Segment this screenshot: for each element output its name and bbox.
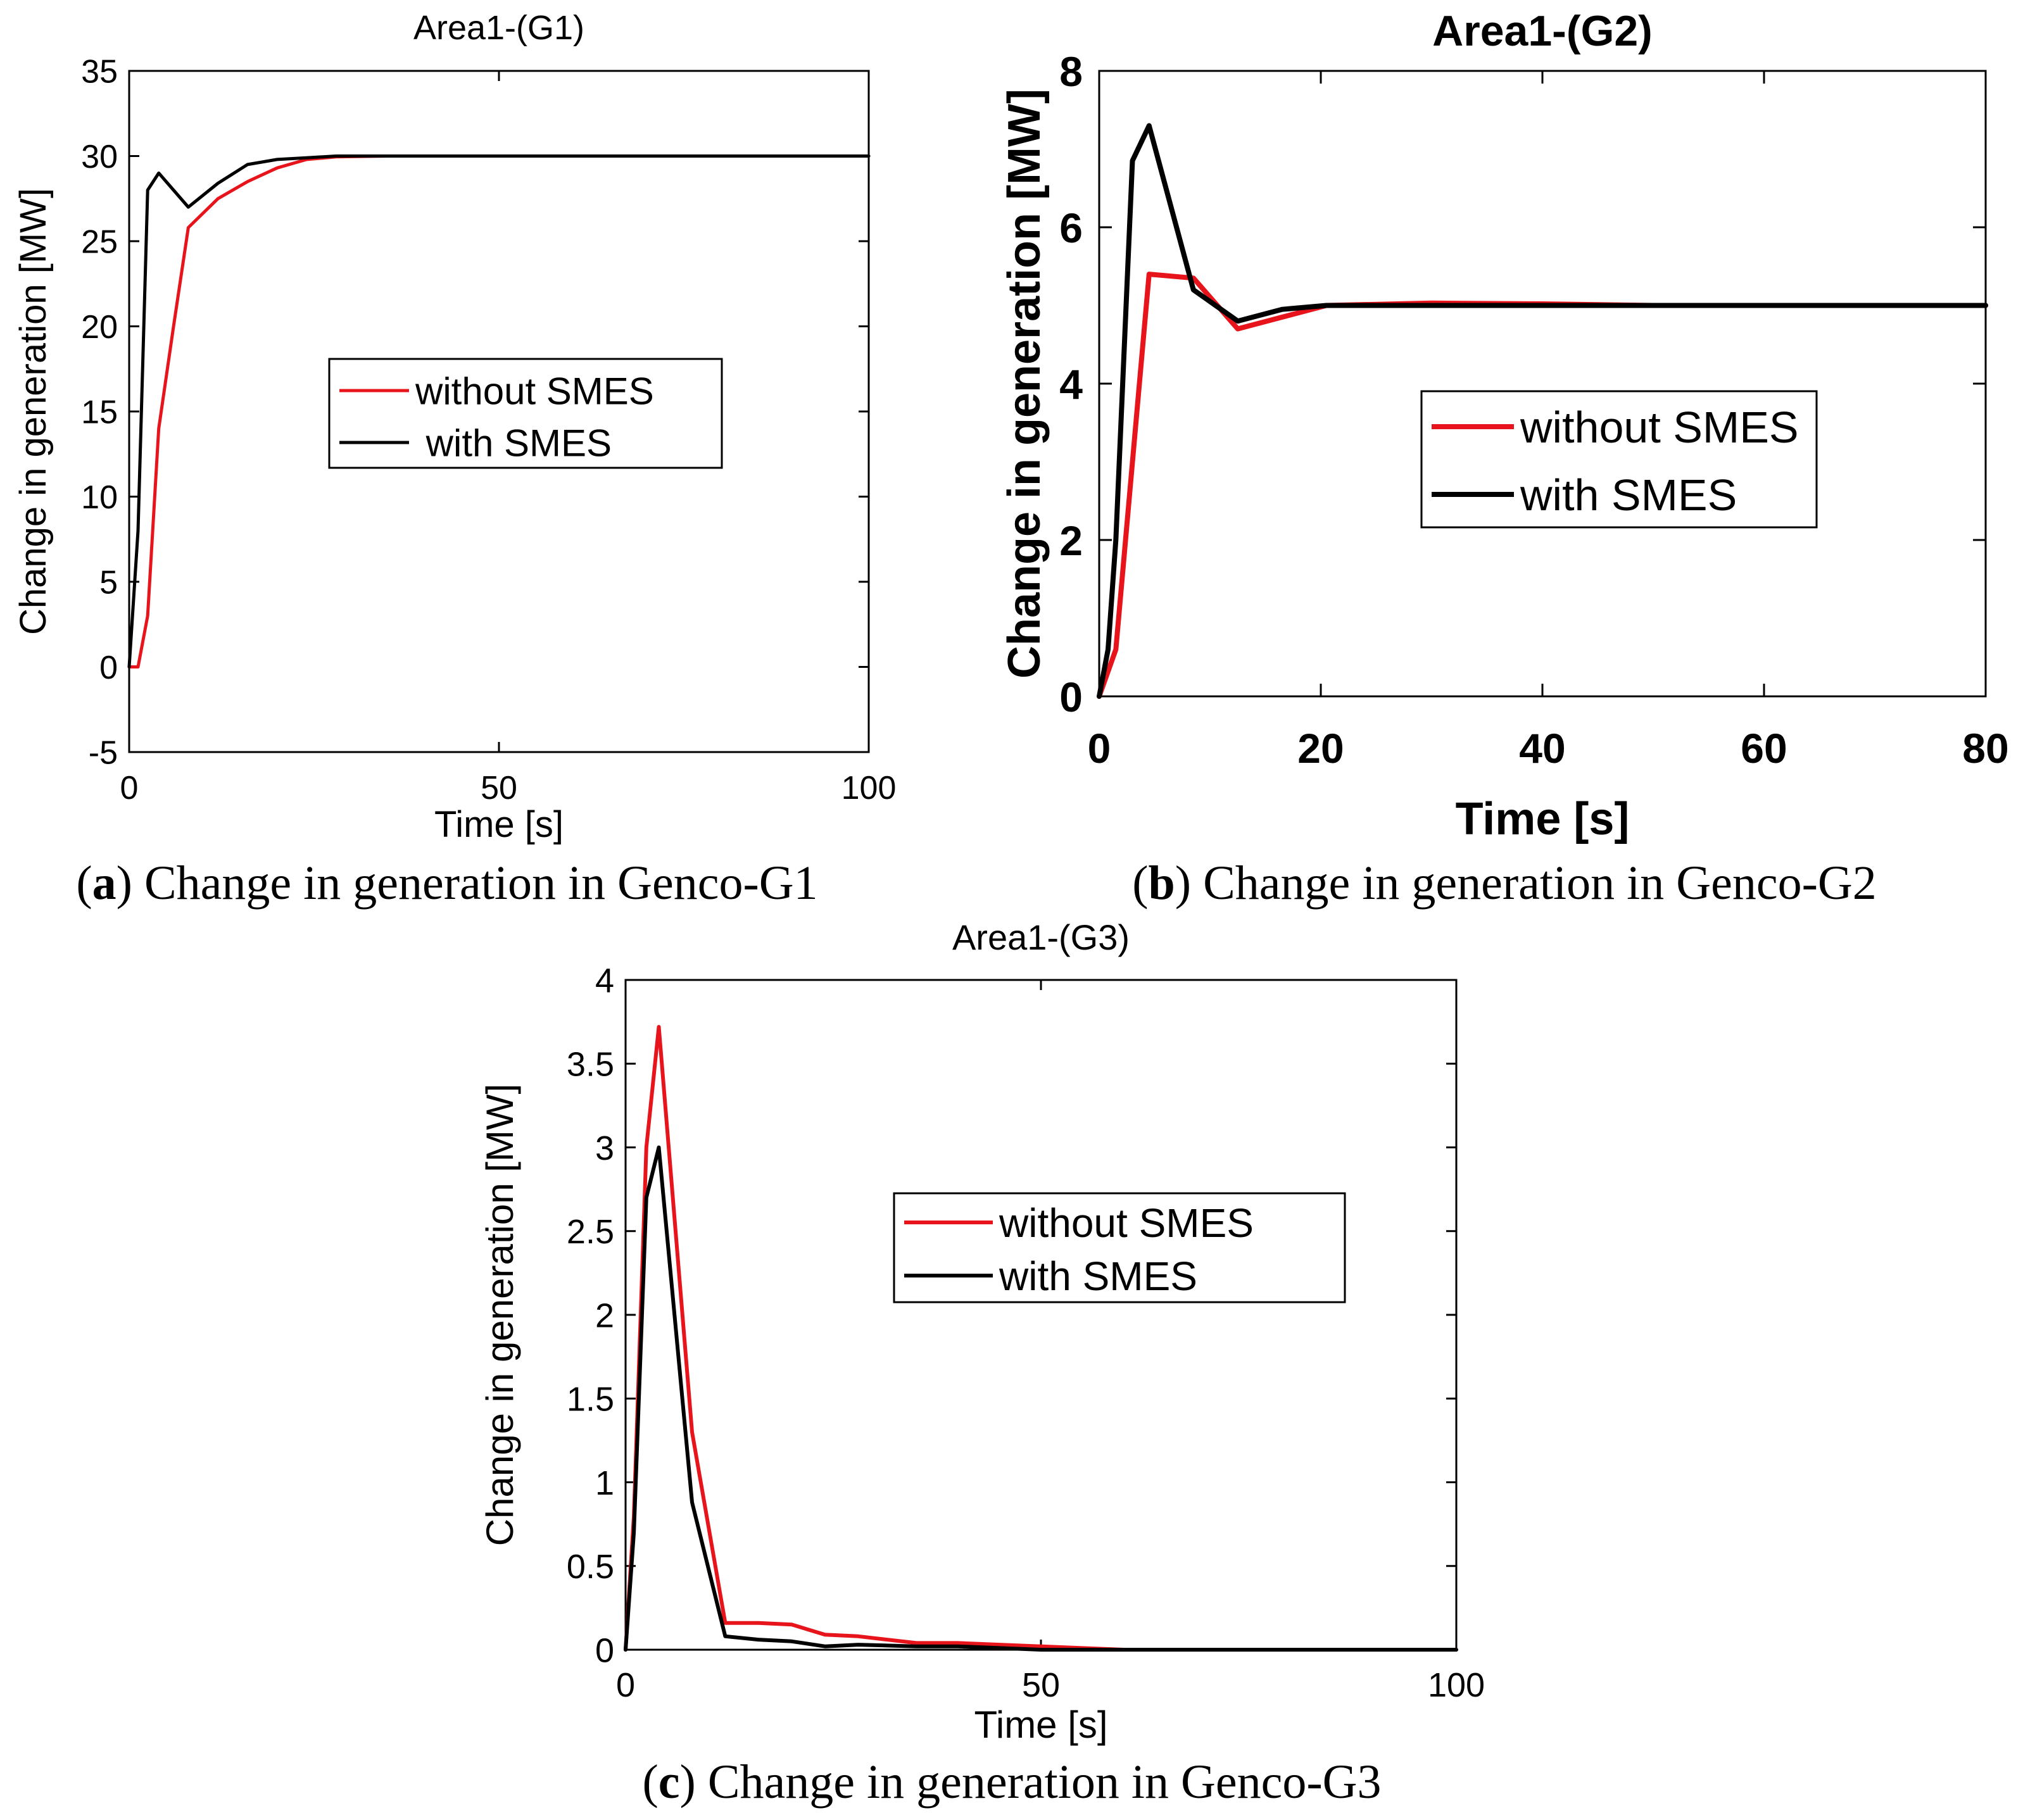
y-tick-label: 0 bbox=[99, 650, 118, 686]
x-tick-label: 80 bbox=[1962, 725, 2008, 772]
y-tick-label: 10 bbox=[81, 479, 118, 516]
y-tick-label: 3.5 bbox=[567, 1046, 614, 1084]
series-line-with-smes bbox=[624, 1145, 1458, 1652]
x-tick-label: 40 bbox=[1519, 725, 1565, 772]
caption-letter: b bbox=[1149, 857, 1175, 910]
legend-box bbox=[328, 358, 723, 469]
y-tick-label: 2 bbox=[1059, 517, 1083, 564]
y-tick-label: 30 bbox=[81, 139, 118, 175]
caption-paren-open: ( bbox=[76, 857, 92, 910]
y-tick-label: 8 bbox=[1059, 48, 1083, 95]
legend-label: with SMES bbox=[1520, 470, 1737, 520]
legend-box bbox=[1420, 390, 1818, 529]
y-tick-label: 0 bbox=[1059, 674, 1083, 720]
chart-panel-3: Area1-(G3) 0 50 100 0 0.5 1 1.5 2 2.5 3 3.5 4 Time [s… bbox=[479, 917, 1485, 1809]
caption-text: Change in generation in Genco-G3 bbox=[696, 1755, 1382, 1809]
x-tick-label: 50 bbox=[481, 770, 517, 806]
legend-label: with SMES bbox=[415, 422, 612, 465]
caption-paren-close: ) bbox=[117, 857, 132, 910]
x-axis-label: Time [s] bbox=[1456, 794, 1630, 844]
y-tick-label: 1 bbox=[595, 1464, 614, 1502]
y-tick-label: 3 bbox=[595, 1129, 614, 1167]
x-tick-label: 20 bbox=[1297, 725, 1344, 772]
x-axis-label: Time [s] bbox=[974, 1704, 1107, 1746]
figure-caption: (b) Change in generation in Genco-G2 bbox=[1132, 857, 1877, 910]
chart-title: Area1-(G2) bbox=[1432, 7, 1653, 55]
y-tick-label: 0.5 bbox=[567, 1548, 614, 1586]
y-tick-label: 4 bbox=[595, 962, 614, 1000]
series-line-with-smes bbox=[127, 154, 871, 668]
caption-paren-close: ) bbox=[680, 1755, 696, 1809]
legend: without SMES with SMES bbox=[1420, 390, 1818, 529]
legend-box bbox=[893, 1192, 1346, 1303]
x-tick-label: 0 bbox=[1088, 725, 1111, 772]
caption-paren-open: ( bbox=[1132, 857, 1148, 910]
legend-label: with SMES bbox=[999, 1253, 1197, 1299]
caption-paren-close: ) bbox=[1175, 857, 1191, 910]
plot-area-frame bbox=[624, 979, 1458, 1651]
x-tick-label: 50 bbox=[1022, 1666, 1060, 1704]
x-axis-label: Time [s] bbox=[434, 804, 564, 845]
y-tick-label: 0 bbox=[595, 1631, 614, 1669]
x-tick-label: 100 bbox=[841, 770, 897, 806]
chart-panel-2: Area1-(G2) 0 20 40 60 80 0 2 4 6 8 Time [s] Change i… bbox=[999, 7, 2009, 910]
x-tick-label: 100 bbox=[1428, 1666, 1485, 1704]
y-tick-label: -5 bbox=[89, 735, 118, 772]
caption-letter: c bbox=[659, 1755, 680, 1809]
legend-label: without SMES bbox=[415, 370, 654, 413]
series-line-with-smes bbox=[1097, 123, 1988, 699]
x-tick-label: 0 bbox=[616, 1666, 635, 1704]
caption-paren-open: ( bbox=[642, 1755, 658, 1809]
chart-title: Area1-(G1) bbox=[413, 9, 584, 47]
y-tick-label: 2.5 bbox=[567, 1213, 614, 1251]
y-axis-label: Change in generation [MW] bbox=[479, 1084, 521, 1546]
caption-text: Change in generation in Genco-G1 bbox=[132, 857, 818, 910]
y-tick-label: 20 bbox=[81, 309, 118, 346]
figure-caption: (a) Change in generation in Genco-G1 bbox=[76, 857, 817, 910]
legend-label: without SMES bbox=[1520, 403, 1799, 452]
x-tick-label: 60 bbox=[1741, 725, 1787, 772]
y-tick-label: 5 bbox=[99, 565, 118, 601]
y-tick-label: 15 bbox=[81, 394, 118, 431]
y-tick-label: 1.5 bbox=[567, 1381, 614, 1419]
x-tick-label: 0 bbox=[120, 770, 139, 806]
y-tick-label: 25 bbox=[81, 224, 118, 261]
y-axis-label: Change in generation [MW] bbox=[999, 89, 1050, 679]
figure-caption: (c) Change in generation in Genco-G3 bbox=[642, 1755, 1381, 1809]
y-tick-label: 6 bbox=[1059, 204, 1083, 251]
legend: without SMES with SMES bbox=[893, 1192, 1346, 1303]
y-tick-label: 35 bbox=[81, 54, 118, 91]
legend: without SMES with SMES bbox=[328, 358, 723, 469]
caption-letter: a bbox=[92, 857, 117, 910]
y-axis-label: Change in generation [MW] bbox=[13, 188, 54, 635]
series-line-without-smes bbox=[624, 1025, 1458, 1652]
chart-title: Area1-(G3) bbox=[952, 917, 1130, 957]
plot-area-frame bbox=[1098, 70, 1987, 698]
y-tick-label: 4 bbox=[1059, 361, 1083, 408]
caption-text: Change in generation in Genco-G2 bbox=[1191, 857, 1877, 910]
y-tick-label: 2 bbox=[595, 1296, 614, 1334]
legend-label: without SMES bbox=[999, 1200, 1254, 1246]
